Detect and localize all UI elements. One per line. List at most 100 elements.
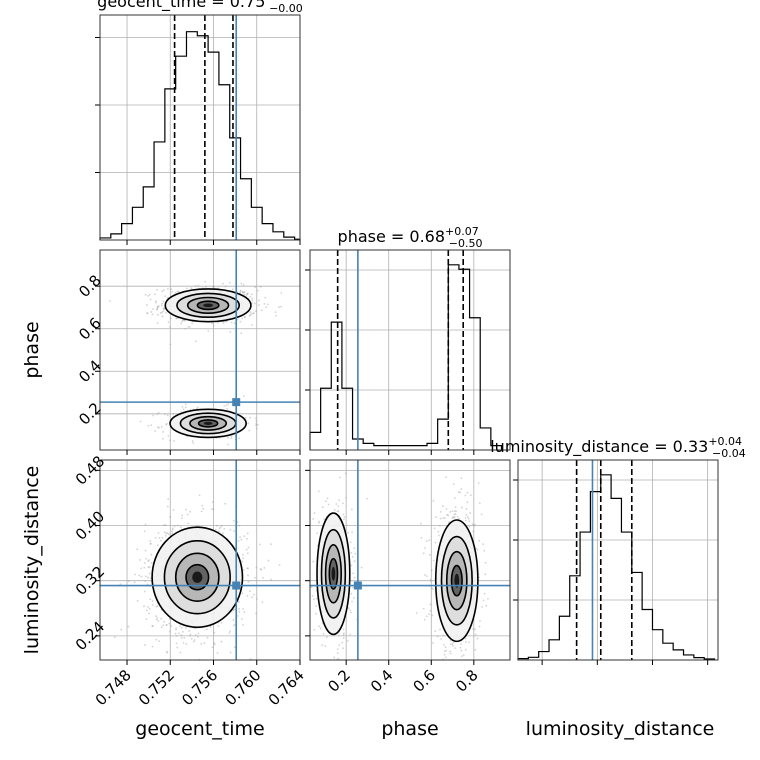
sample-point bbox=[204, 280, 207, 283]
sample-point bbox=[157, 532, 160, 535]
sample-point bbox=[203, 642, 206, 645]
sample-point bbox=[143, 566, 146, 569]
sample-point bbox=[315, 597, 318, 600]
sample-point bbox=[435, 516, 438, 519]
sample-point bbox=[455, 510, 457, 512]
sample-point bbox=[213, 285, 215, 288]
sample-point bbox=[227, 443, 230, 446]
sample-point bbox=[420, 536, 423, 539]
sample-point bbox=[211, 646, 214, 649]
sample-point bbox=[194, 340, 197, 343]
sample-point bbox=[240, 282, 243, 285]
sample-point bbox=[471, 523, 474, 526]
sample-point bbox=[200, 643, 203, 645]
y-axis-label-phase: phase bbox=[21, 321, 43, 378]
sample-point bbox=[453, 497, 456, 499]
sample-point bbox=[227, 436, 230, 439]
sample-point bbox=[451, 644, 454, 647]
sample-point bbox=[255, 427, 258, 430]
sample-point bbox=[479, 620, 481, 622]
injection-marker bbox=[353, 581, 362, 590]
sample-point bbox=[156, 617, 158, 619]
sample-point bbox=[167, 434, 170, 437]
sample-point bbox=[246, 292, 249, 295]
sample-point bbox=[140, 575, 143, 578]
sample-point bbox=[233, 322, 236, 325]
sample-point bbox=[432, 642, 434, 644]
sample-point bbox=[196, 407, 198, 410]
sample-point bbox=[243, 293, 246, 296]
sample-point bbox=[343, 518, 345, 521]
sample-point bbox=[434, 630, 437, 632]
sample-point bbox=[184, 319, 186, 322]
sample-point bbox=[187, 326, 190, 328]
sample-point bbox=[179, 625, 181, 627]
sample-point bbox=[319, 627, 322, 630]
sample-point bbox=[431, 614, 434, 617]
sample-point bbox=[146, 312, 148, 315]
sample-point bbox=[185, 508, 187, 511]
sample-point bbox=[243, 535, 246, 537]
sample-point bbox=[444, 646, 447, 649]
sample-point bbox=[255, 612, 257, 615]
sample-point bbox=[242, 557, 245, 559]
sample-point bbox=[169, 343, 172, 346]
sample-point bbox=[147, 560, 150, 563]
histogram-luminosity_distance: luminosity_distance = 0.33+0.04 −0.04 bbox=[490, 435, 746, 665]
sample-point bbox=[164, 531, 166, 534]
sample-point bbox=[481, 606, 484, 608]
sample-point bbox=[188, 325, 191, 328]
sample-point bbox=[222, 322, 225, 324]
sample-point bbox=[157, 305, 160, 308]
sample-point bbox=[349, 633, 352, 636]
sample-point bbox=[464, 517, 467, 519]
sample-point bbox=[155, 308, 158, 311]
sample-point bbox=[464, 648, 467, 651]
panel-phase-luminosity_distance: 0.2 0.4 0.6 0.8 bbox=[305, 459, 511, 696]
sample-point bbox=[453, 516, 455, 519]
sample-point bbox=[167, 533, 170, 536]
sample-point bbox=[148, 608, 151, 610]
title-plus: +0.00 bbox=[265, 0, 299, 3]
sample-point bbox=[317, 490, 320, 493]
sample-point bbox=[317, 522, 320, 524]
sample-point bbox=[442, 634, 445, 637]
sample-point bbox=[465, 508, 468, 510]
title-minus: −0.50 bbox=[449, 237, 483, 250]
sample-point bbox=[211, 501, 214, 503]
sample-point bbox=[322, 633, 325, 635]
sample-point bbox=[460, 649, 463, 652]
sample-point bbox=[468, 641, 470, 644]
sample-point bbox=[454, 506, 457, 509]
sample-point bbox=[280, 305, 282, 308]
sample-point bbox=[247, 546, 250, 549]
sample-point bbox=[462, 654, 465, 656]
sample-point bbox=[270, 578, 272, 581]
sample-point bbox=[244, 316, 246, 319]
sample-point bbox=[274, 311, 277, 314]
sample-point bbox=[120, 628, 123, 631]
sample-point bbox=[337, 510, 340, 512]
sample-point bbox=[460, 488, 463, 490]
sample-point bbox=[232, 609, 235, 612]
sample-point bbox=[254, 310, 257, 312]
sample-point bbox=[151, 604, 154, 606]
sample-point bbox=[344, 472, 347, 475]
sample-point bbox=[242, 291, 245, 294]
sample-point bbox=[175, 317, 178, 320]
sample-point bbox=[321, 506, 324, 508]
sample-point bbox=[143, 530, 146, 533]
sample-point bbox=[160, 626, 163, 629]
sample-point bbox=[180, 322, 182, 325]
sample-point bbox=[175, 634, 178, 637]
sample-point bbox=[259, 568, 262, 570]
sample-point bbox=[238, 437, 241, 440]
sample-point bbox=[180, 626, 183, 629]
sample-point bbox=[247, 567, 249, 570]
sample-point bbox=[476, 548, 479, 551]
sample-point bbox=[239, 536, 242, 539]
sample-point bbox=[154, 301, 157, 304]
sample-point bbox=[262, 576, 264, 579]
sample-point bbox=[241, 317, 244, 320]
sample-point bbox=[466, 515, 469, 518]
